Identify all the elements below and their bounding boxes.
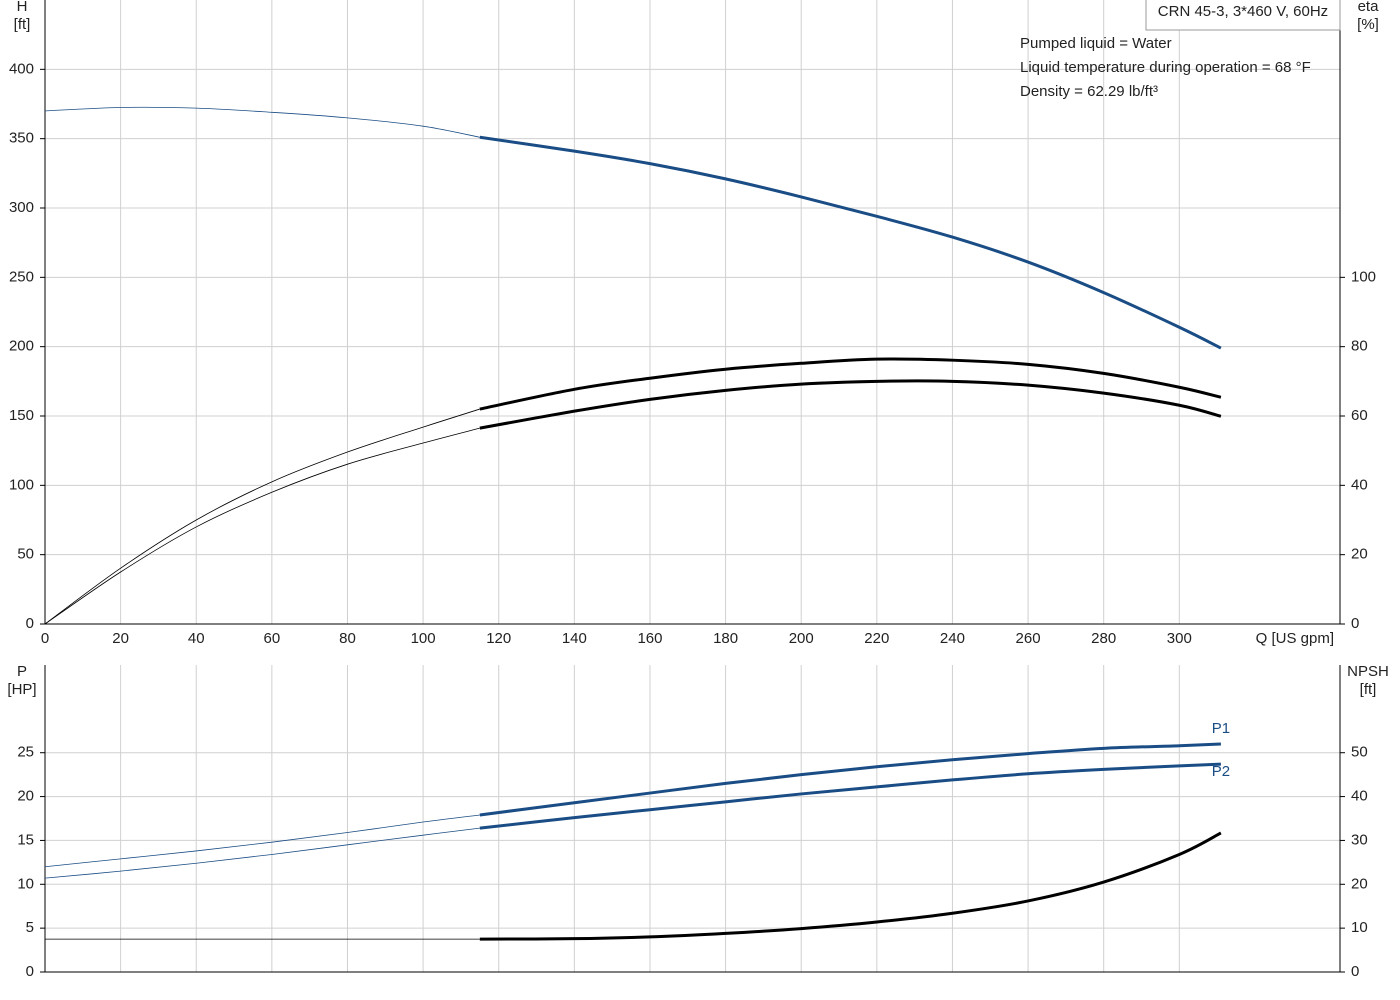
y-tick-label: 100 bbox=[9, 476, 34, 493]
y-tick-label: 350 bbox=[9, 130, 34, 147]
x-tick-label: 80 bbox=[339, 630, 356, 647]
x-tick-label: 140 bbox=[562, 630, 587, 647]
x-tick-label: 60 bbox=[264, 630, 281, 647]
y-tick-label: 25 bbox=[17, 744, 34, 761]
curve-extension bbox=[44, 827, 480, 879]
y2-tick-label: 20 bbox=[1351, 875, 1368, 892]
curve-extension bbox=[44, 427, 480, 625]
y-tick-label: 50 bbox=[17, 546, 34, 563]
curve-operating bbox=[479, 831, 1222, 941]
x-tick-label: 40 bbox=[188, 630, 205, 647]
y2-tick-label: 20 bbox=[1351, 546, 1368, 563]
y-axis-label: P bbox=[17, 663, 27, 680]
y-tick-label: 400 bbox=[9, 60, 34, 77]
x-tick-label: 180 bbox=[713, 630, 738, 647]
y2-tick-label: 60 bbox=[1351, 407, 1368, 424]
curve-operating bbox=[479, 742, 1221, 817]
y2-tick-label: 30 bbox=[1351, 831, 1368, 848]
y-axis-label: H bbox=[17, 0, 28, 15]
y-tick-label: 250 bbox=[9, 268, 34, 285]
curve-extension bbox=[44, 408, 480, 625]
curve-extension bbox=[44, 106, 480, 138]
y2-axis-label: eta bbox=[1358, 0, 1380, 15]
annotation: Liquid temperature during operation = 68… bbox=[1020, 59, 1311, 76]
x-tick-label: 240 bbox=[940, 630, 965, 647]
x-tick-label: 100 bbox=[411, 630, 436, 647]
legend-label: P2 bbox=[1212, 763, 1230, 780]
y-tick-label: 200 bbox=[9, 338, 34, 355]
x-tick-label: 260 bbox=[1016, 630, 1041, 647]
y-axis-label: [HP] bbox=[7, 681, 36, 698]
y2-tick-label: 80 bbox=[1351, 338, 1368, 355]
y2-axis-label: [%] bbox=[1357, 16, 1379, 33]
title-box bbox=[1145, 0, 1341, 31]
y2-tick-label: 10 bbox=[1351, 919, 1368, 936]
x-tick-label: 20 bbox=[112, 630, 129, 647]
x-tick-label: 200 bbox=[789, 630, 814, 647]
x-tick-label: 120 bbox=[486, 630, 511, 647]
y2-tick-label: 0 bbox=[1351, 615, 1359, 632]
y2-tick-label: 50 bbox=[1351, 744, 1368, 761]
y-tick-label: 0 bbox=[26, 963, 34, 980]
legend-label: P1 bbox=[1212, 720, 1230, 737]
x-tick-label: 160 bbox=[637, 630, 662, 647]
y-tick-label: 20 bbox=[17, 788, 34, 805]
y-axis-label: [ft] bbox=[14, 16, 31, 33]
curve-operating bbox=[479, 379, 1222, 430]
y-tick-label: 0 bbox=[26, 615, 34, 632]
curve-operating bbox=[479, 135, 1222, 350]
y2-tick-label: 40 bbox=[1351, 788, 1368, 805]
x-tick-label: 220 bbox=[864, 630, 889, 647]
x-tick-label: 0 bbox=[41, 630, 49, 647]
y-tick-label: 150 bbox=[9, 407, 34, 424]
x-axis-label: Q [US gpm] bbox=[1256, 630, 1334, 647]
y2-axis-label: [ft] bbox=[1360, 681, 1377, 698]
annotation: Density = 62.29 lb/ft³ bbox=[1020, 83, 1158, 100]
y-tick-label: 300 bbox=[9, 199, 34, 216]
x-tick-label: 280 bbox=[1091, 630, 1116, 647]
annotation: Pumped liquid = Water bbox=[1020, 35, 1172, 52]
y2-tick-label: 100 bbox=[1351, 268, 1376, 285]
x-tick-label: 300 bbox=[1167, 630, 1192, 647]
y-tick-label: 5 bbox=[26, 919, 34, 936]
y-tick-label: 10 bbox=[17, 875, 34, 892]
y2-axis-label: NPSH bbox=[1347, 663, 1389, 680]
curve-operating bbox=[479, 762, 1221, 830]
curve-extension bbox=[44, 814, 480, 868]
y2-tick-label: 0 bbox=[1351, 963, 1359, 980]
y2-tick-label: 40 bbox=[1351, 476, 1368, 493]
y-tick-label: 15 bbox=[17, 831, 34, 848]
chart-title: CRN 45-3, 3*460 V, 60Hz bbox=[1158, 3, 1328, 20]
curve-operating bbox=[479, 357, 1222, 411]
